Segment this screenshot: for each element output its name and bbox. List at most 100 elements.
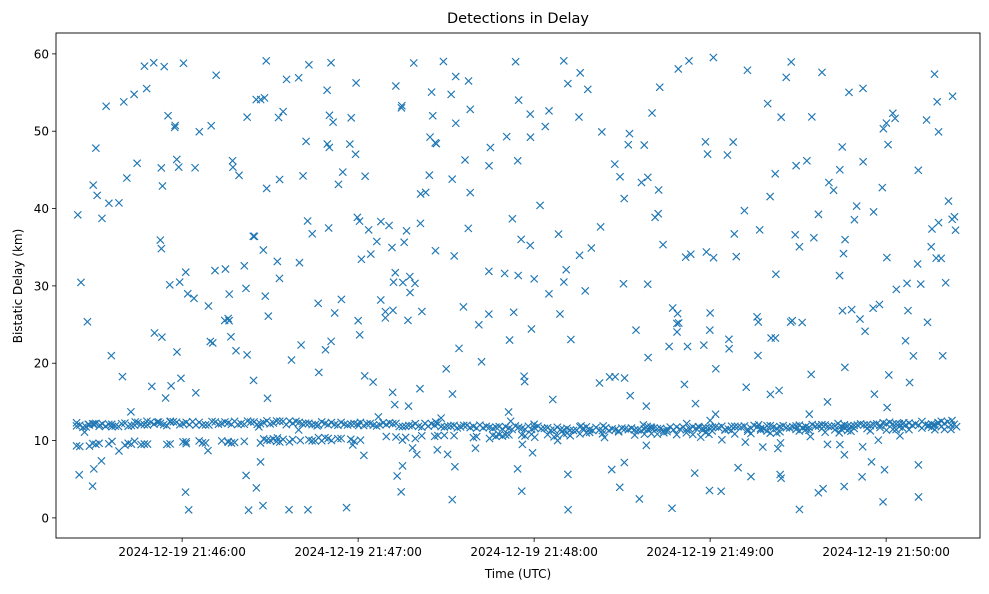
detection-marker	[642, 441, 651, 450]
detection-marker	[357, 255, 366, 264]
detection-marker	[107, 351, 116, 360]
detection-marker	[946, 425, 955, 434]
detection-marker	[325, 111, 334, 120]
detection-marker	[296, 436, 305, 445]
detection-marker	[167, 381, 176, 390]
detection-marker	[91, 144, 100, 153]
detection-marker	[562, 265, 571, 274]
detection-marker	[333, 434, 342, 443]
detection-marker	[172, 155, 181, 164]
detection-marker	[595, 379, 604, 388]
detection-marker	[674, 64, 683, 73]
y-tick-label: 20	[34, 357, 49, 371]
detection-marker	[840, 363, 849, 372]
detection-marker	[323, 140, 332, 149]
detection-marker	[723, 150, 732, 160]
detection-marker	[791, 230, 800, 239]
detection-marker	[75, 470, 84, 479]
detection-marker	[895, 431, 904, 440]
detection-marker	[940, 425, 949, 434]
detection-marker	[262, 56, 271, 65]
detection-marker	[763, 99, 772, 108]
detection-marker	[334, 180, 343, 189]
detection-marker	[537, 424, 546, 433]
detection-marker	[843, 426, 852, 435]
detection-marker	[324, 223, 333, 232]
detection-marker	[922, 116, 931, 125]
detection-marker	[882, 119, 891, 128]
detection-marker	[927, 242, 936, 251]
detection-marker	[701, 137, 710, 146]
detection-marker	[844, 88, 853, 97]
detection-marker	[97, 456, 106, 465]
detection-marker	[814, 210, 823, 219]
detection-marker	[301, 419, 310, 428]
detection-marker	[543, 430, 552, 439]
detection-marker	[412, 450, 421, 459]
detection-marker	[795, 505, 804, 514]
detection-marker	[620, 374, 629, 383]
detection-marker	[166, 439, 175, 448]
detection-marker	[874, 436, 883, 445]
detection-marker	[518, 440, 527, 449]
detection-marker	[117, 419, 126, 428]
detection-marker	[461, 155, 470, 164]
detection-marker	[198, 438, 207, 447]
detection-marker	[321, 345, 330, 354]
detection-marker	[395, 422, 404, 431]
detection-marker	[596, 222, 605, 231]
detection-marker	[548, 395, 557, 404]
detection-marker	[637, 178, 646, 187]
detection-marker	[866, 426, 875, 435]
detection-marker	[235, 171, 244, 180]
detection-marker	[903, 306, 912, 315]
detection-marker	[208, 417, 217, 426]
detection-marker	[404, 421, 413, 430]
detection-marker	[743, 66, 752, 75]
detection-marker	[114, 198, 123, 207]
detection-marker	[450, 251, 459, 260]
detection-marker	[308, 420, 317, 429]
detection-marker	[130, 437, 139, 446]
detection-marker	[933, 97, 942, 106]
detection-marker	[204, 302, 213, 311]
detection-marker	[381, 313, 390, 322]
detection-marker	[705, 326, 714, 335]
detection-marker	[642, 402, 651, 411]
detection-marker	[182, 439, 191, 448]
detection-marker	[262, 436, 271, 445]
detection-marker	[398, 461, 407, 470]
detection-marker	[937, 254, 946, 263]
detection-marker	[909, 351, 918, 360]
detection-marker	[201, 438, 210, 447]
plot-area	[72, 53, 961, 515]
detection-marker	[83, 317, 92, 326]
detection-marker	[329, 118, 338, 127]
detection-marker	[798, 318, 807, 327]
detection-marker	[526, 110, 535, 119]
detection-marker	[527, 324, 536, 333]
detection-marker	[756, 424, 765, 433]
detection-marker	[355, 217, 364, 226]
detection-marker	[388, 388, 397, 397]
detection-marker	[272, 416, 281, 425]
detection-marker	[653, 430, 662, 439]
detection-marker	[406, 288, 415, 297]
detection-marker	[147, 382, 156, 391]
detection-marker	[299, 171, 308, 180]
y-axis-label: Bistatic Delay (km)	[11, 229, 25, 344]
detection-marker	[581, 286, 590, 295]
detection-marker	[795, 242, 804, 251]
detection-marker	[175, 278, 184, 287]
detection-marker	[75, 442, 84, 451]
detection-marker	[485, 161, 494, 170]
detection-marker	[895, 419, 904, 428]
detection-marker	[855, 315, 864, 324]
detection-marker	[672, 319, 681, 328]
detection-marker	[508, 214, 517, 223]
detection-marker	[513, 464, 522, 473]
detection-marker	[308, 436, 317, 445]
detection-marker	[352, 78, 361, 87]
detection-marker	[437, 414, 446, 423]
detection-marker	[766, 390, 775, 399]
